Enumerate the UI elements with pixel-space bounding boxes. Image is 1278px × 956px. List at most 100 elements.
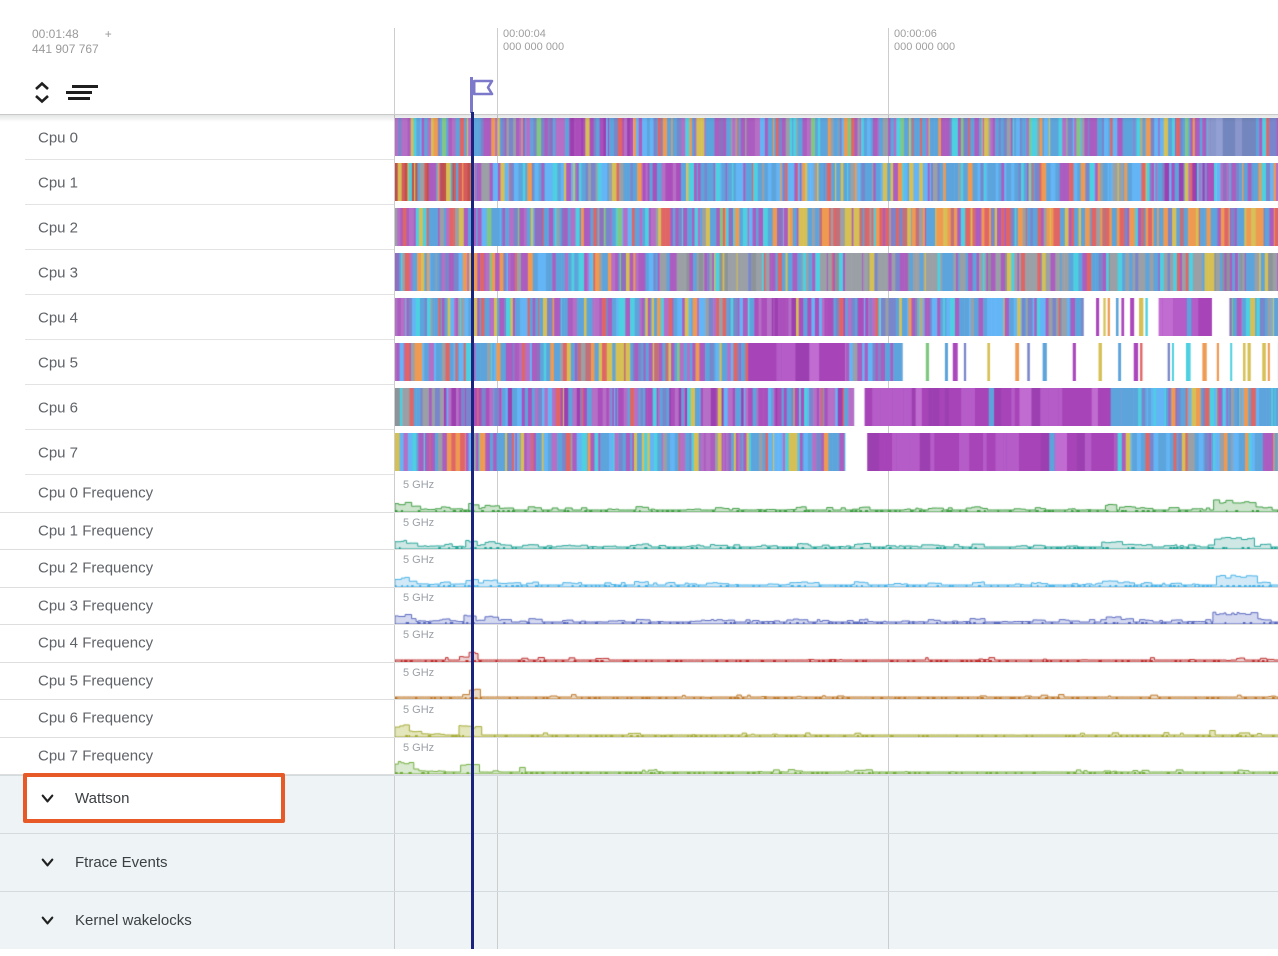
highlight-box: Wattson	[23, 773, 285, 823]
track-timeline-cell[interactable]	[394, 250, 1278, 295]
track-row-cpu-0[interactable]: Cpu 0	[0, 115, 1278, 160]
track-row-cpu-5[interactable]: Cpu 5	[0, 340, 1278, 385]
chevron-down-icon[interactable]	[38, 853, 57, 872]
frequency-scale-label: 5 GHz	[403, 554, 435, 566]
cpu-frequency-canvas-4[interactable]	[395, 645, 1278, 662]
track-timeline-cell[interactable]: 5 GHz	[394, 512, 1278, 549]
flag-icon[interactable]	[470, 77, 496, 118]
track-timeline-cell[interactable]	[394, 205, 1278, 250]
chevron-down-icon[interactable]	[38, 911, 57, 930]
frequency-scale-label: 5 GHz	[403, 741, 435, 754]
gridline	[497, 28, 498, 115]
track-label-cell[interactable]: Cpu 5	[0, 340, 394, 385]
track-label-cell[interactable]: Cpu 6	[0, 385, 394, 430]
cpu-frequency-canvas-6[interactable]	[395, 720, 1278, 737]
frequency-scale-label: 5 GHz	[403, 629, 435, 641]
track-row-cpu-6[interactable]: Cpu 6	[0, 385, 1278, 430]
trace-time-range: 00:01:48 + 441 907 767	[32, 27, 112, 57]
cpu-slices-canvas-3[interactable]	[395, 253, 1278, 291]
track-label: Cpu 3 Frequency	[38, 597, 154, 615]
cpu-slices-canvas-1[interactable]	[395, 163, 1278, 201]
track-timeline-cell[interactable]: 5 GHz	[394, 737, 1278, 774]
track-label-cell[interactable]: Cpu 6 Frequency	[0, 700, 394, 737]
track-timeline-cell[interactable]	[394, 430, 1278, 475]
track-label: Cpu 7 Frequency	[38, 747, 154, 765]
track-timeline-cell[interactable]	[394, 340, 1278, 385]
track-row-cpu-4-frequency[interactable]: Cpu 4 Frequency 5 GHz	[0, 625, 1278, 663]
cpu-slices-canvas-4[interactable]	[395, 298, 1278, 336]
track-timeline-cell[interactable]: 5 GHz	[394, 625, 1278, 662]
track-label: Cpu 5 Frequency	[38, 672, 154, 690]
cpu-slices-canvas-5[interactable]	[395, 343, 1278, 381]
track-label: Cpu 1	[38, 174, 79, 191]
track-row-cpu-4[interactable]: Cpu 4	[0, 295, 1278, 340]
track-group-kernel-wakelocks[interactable]: Kernel wakelocks	[0, 891, 1278, 949]
cpu-slices-canvas-2[interactable]	[395, 208, 1278, 246]
track-row-cpu-7[interactable]: Cpu 7	[0, 430, 1278, 475]
cpu-frequency-canvas-3[interactable]	[395, 608, 1278, 624]
track-label-cell[interactable]: Cpu 7	[0, 430, 394, 475]
track-timeline-cell[interactable]: 5 GHz	[394, 587, 1278, 624]
track-timeline-cell[interactable]: 5 GHz	[394, 700, 1278, 737]
track-label-cell[interactable]: Cpu 4 Frequency	[0, 625, 394, 662]
track-label-cell[interactable]: Cpu 3	[0, 250, 394, 295]
track-label-cell[interactable]: Cpu 2 Frequency	[0, 550, 394, 587]
track-label-cell[interactable]: Cpu 7 Frequency	[0, 737, 394, 774]
track-row-cpu-2[interactable]: Cpu 2	[0, 205, 1278, 250]
track-label: Cpu 2	[38, 219, 79, 236]
track-row-cpu-5-frequency[interactable]: Cpu 5 Frequency 5 GHz	[0, 662, 1278, 700]
track-label: Cpu 4 Frequency	[38, 634, 154, 652]
track-label-cell[interactable]: Cpu 3 Frequency	[0, 587, 394, 624]
track-group-wattson[interactable]: Wattson	[0, 773, 1278, 833]
track-list: Cpu 0 Cpu 1 Cpu 2 Cpu 3 Cpu 4	[0, 115, 1278, 949]
track-row-cpu-0-frequency[interactable]: Cpu 0 Frequency 5 GHz	[0, 475, 1278, 513]
track-label: Cpu 5	[38, 354, 79, 371]
range-plus: +	[104, 27, 112, 41]
track-timeline-cell[interactable]	[394, 115, 1278, 160]
track-label-cell[interactable]: Cpu 1	[0, 160, 394, 205]
timeline-marker-line[interactable]	[470, 112, 474, 949]
track-row-cpu-3[interactable]: Cpu 3	[0, 250, 1278, 295]
gridline	[888, 28, 889, 115]
track-row-cpu-6-frequency[interactable]: Cpu 6 Frequency 5 GHz	[0, 700, 1278, 738]
track-timeline-cell[interactable]: 5 GHz	[394, 475, 1278, 512]
cpu-slices-canvas-0[interactable]	[395, 118, 1278, 156]
frequency-scale-label: 5 GHz	[403, 704, 435, 716]
track-timeline-cell[interactable]: 5 GHz	[394, 662, 1278, 699]
cpu-frequency-canvas-5[interactable]	[395, 683, 1278, 699]
track-label-cell[interactable]: Cpu 2	[0, 205, 394, 250]
track-row-cpu-3-frequency[interactable]: Cpu 3 Frequency 5 GHz	[0, 587, 1278, 625]
track-label-cell[interactable]: Cpu 4	[0, 295, 394, 340]
track-label: Cpu 3	[38, 264, 79, 281]
track-label: Cpu 6 Frequency	[38, 709, 154, 727]
chevron-down-icon[interactable]	[38, 789, 57, 808]
track-group-ftrace-events[interactable]: Ftrace Events	[0, 833, 1278, 891]
track-row-cpu-2-frequency[interactable]: Cpu 2 Frequency 5 GHz	[0, 550, 1278, 588]
header-divider	[0, 114, 1278, 115]
track-label-cell[interactable]: Cpu 0 Frequency	[0, 475, 394, 512]
unfold-more-icon[interactable]	[32, 81, 52, 104]
track-row-cpu-1[interactable]: Cpu 1	[0, 160, 1278, 205]
cpu-slices-canvas-7[interactable]	[395, 433, 1278, 471]
track-label: Cpu 2 Frequency	[38, 559, 154, 577]
gridline	[394, 28, 395, 115]
track-group-label: Kernel wakelocks	[75, 912, 192, 929]
timeline-tick: 00:00:06 000 000 000	[894, 28, 956, 53]
cpu-frequency-canvas-0[interactable]	[395, 495, 1278, 512]
track-label-cell[interactable]: Cpu 5 Frequency	[0, 662, 394, 699]
track-label: Cpu 7	[38, 444, 79, 461]
frequency-scale-label: 5 GHz	[403, 516, 435, 529]
track-timeline-cell[interactable]	[394, 160, 1278, 205]
track-row-cpu-1-frequency[interactable]: Cpu 1 Frequency 5 GHz	[0, 512, 1278, 550]
cpu-frequency-canvas-7[interactable]	[395, 758, 1278, 774]
track-timeline-cell[interactable]	[394, 385, 1278, 430]
sort-icon[interactable]	[65, 84, 99, 101]
track-label-cell[interactable]: Cpu 0	[0, 115, 394, 160]
track-timeline-cell[interactable]: 5 GHz	[394, 550, 1278, 587]
cpu-frequency-canvas-1[interactable]	[395, 533, 1278, 549]
cpu-frequency-canvas-2[interactable]	[395, 570, 1278, 587]
cpu-slices-canvas-6[interactable]	[395, 388, 1278, 426]
track-row-cpu-7-frequency[interactable]: Cpu 7 Frequency 5 GHz	[0, 737, 1278, 775]
track-label-cell[interactable]: Cpu 1 Frequency	[0, 512, 394, 549]
track-timeline-cell[interactable]	[394, 295, 1278, 340]
